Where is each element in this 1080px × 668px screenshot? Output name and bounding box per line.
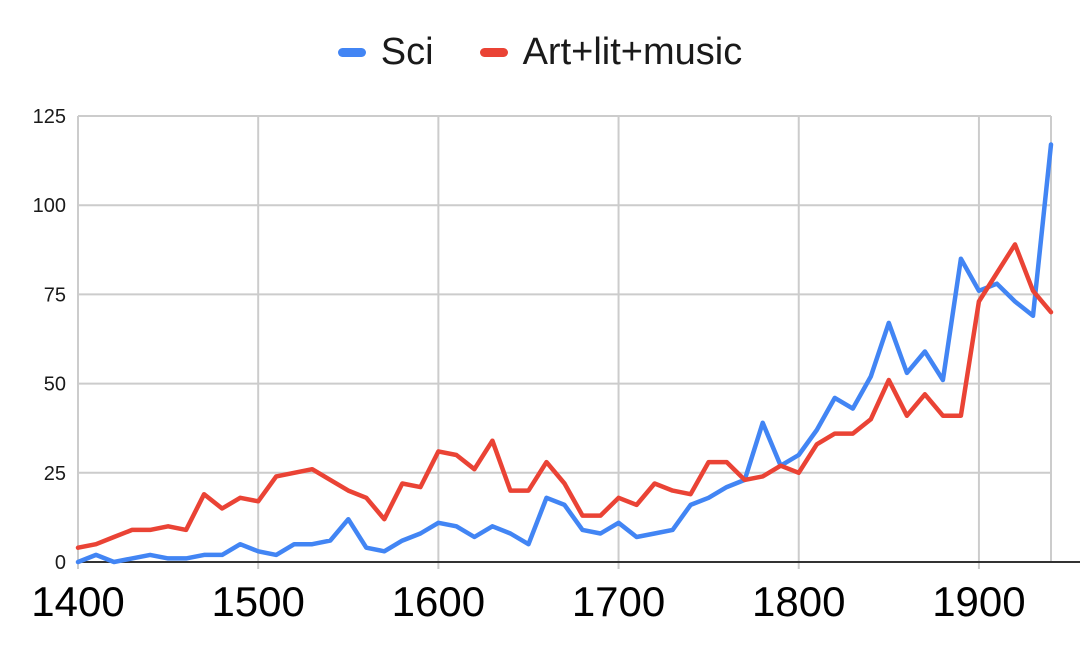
series-line-sci — [75, 142, 1054, 565]
y-axis-label: 75 — [44, 284, 66, 306]
x-axis-label: 1700 — [572, 578, 665, 625]
x-axis-label: 1400 — [31, 578, 124, 625]
legend-label-sci: Sci — [380, 31, 434, 73]
legend-label-art-lit-music: Art+lit+music — [522, 31, 743, 73]
y-axis-label: 125 — [33, 106, 66, 128]
legend-item-art-lit-music: Art+lit+music — [479, 31, 743, 73]
y-axis-label: 25 — [44, 463, 66, 485]
series-line-art-lit-music — [75, 242, 1054, 550]
y-axis-label: 50 — [44, 374, 66, 396]
chart-legend: Sci Art+lit+music — [0, 22, 1080, 82]
x-axis-label: 1500 — [211, 578, 304, 625]
legend-swatch-art-lit-music — [479, 47, 508, 57]
legend-item-sci: Sci — [337, 31, 434, 73]
x-axis-label: 1900 — [932, 578, 1025, 625]
x-axis-label: 1600 — [392, 578, 485, 625]
x-axis-label: 1800 — [752, 578, 845, 625]
y-axis-label: 100 — [33, 195, 66, 217]
legend-swatch-sci — [337, 47, 366, 57]
y-axis-label: 0 — [55, 552, 66, 574]
